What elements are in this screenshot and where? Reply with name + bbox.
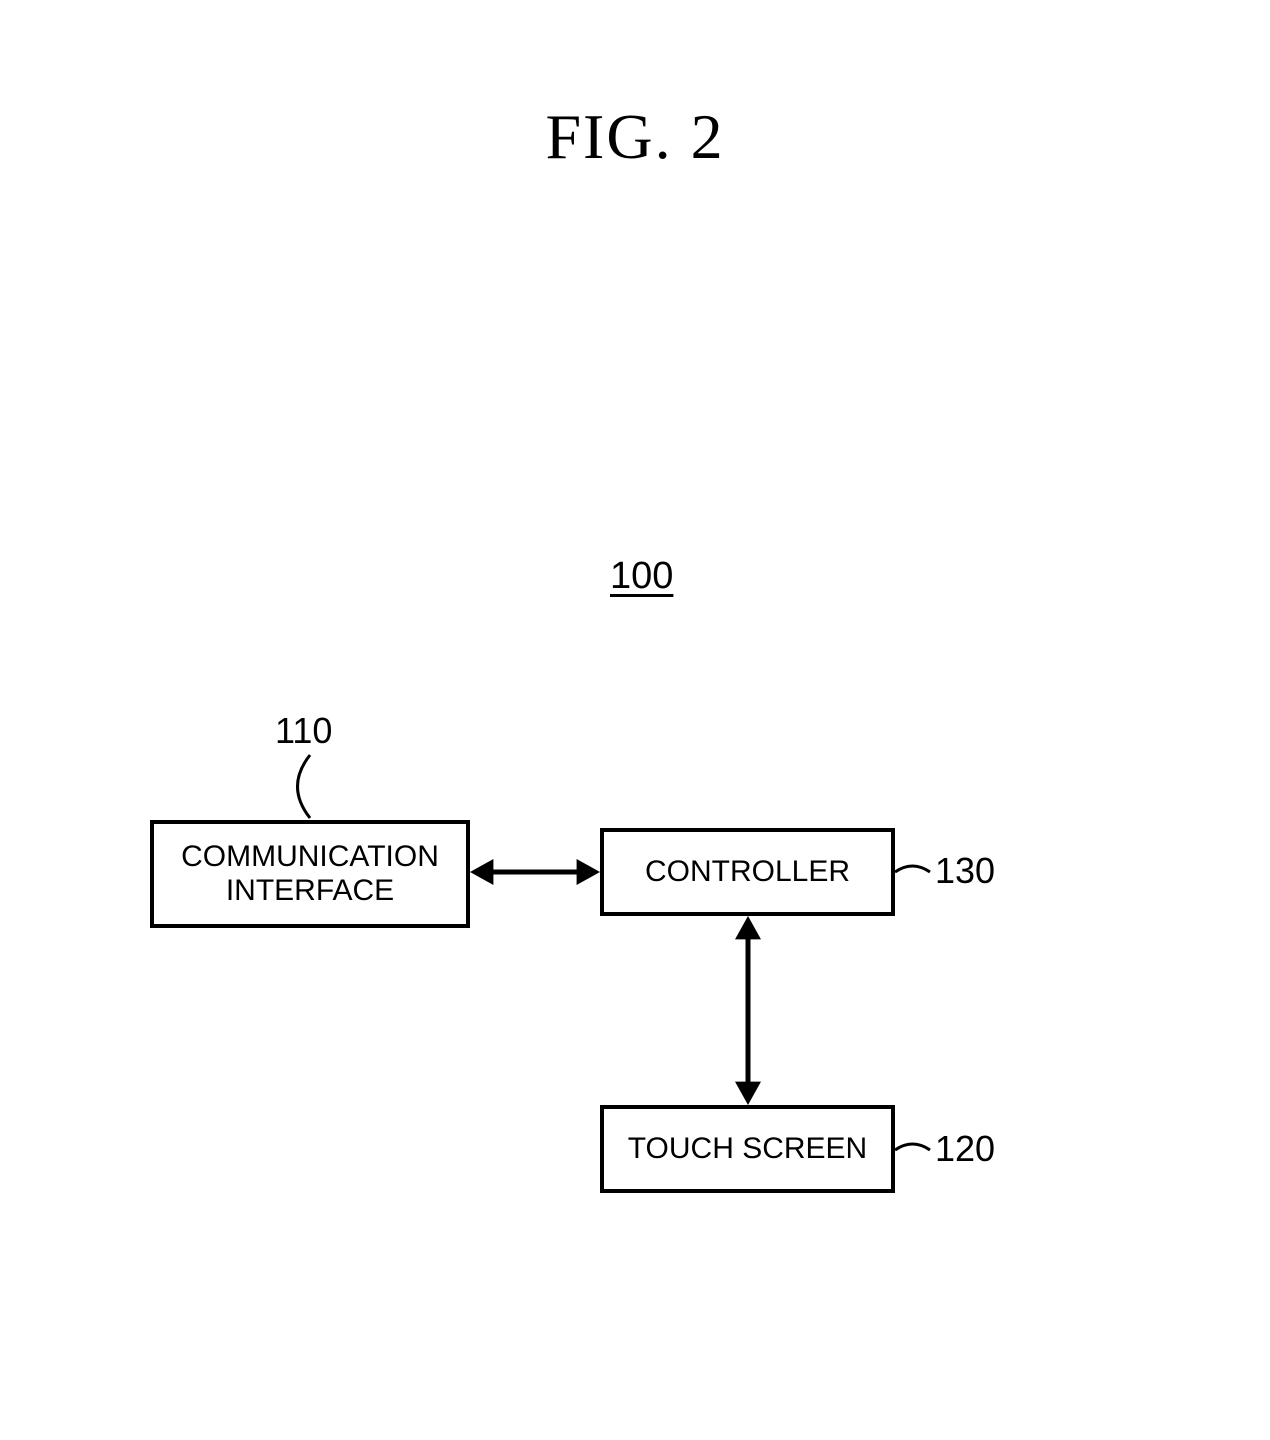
leader-lines bbox=[0, 0, 1270, 1440]
